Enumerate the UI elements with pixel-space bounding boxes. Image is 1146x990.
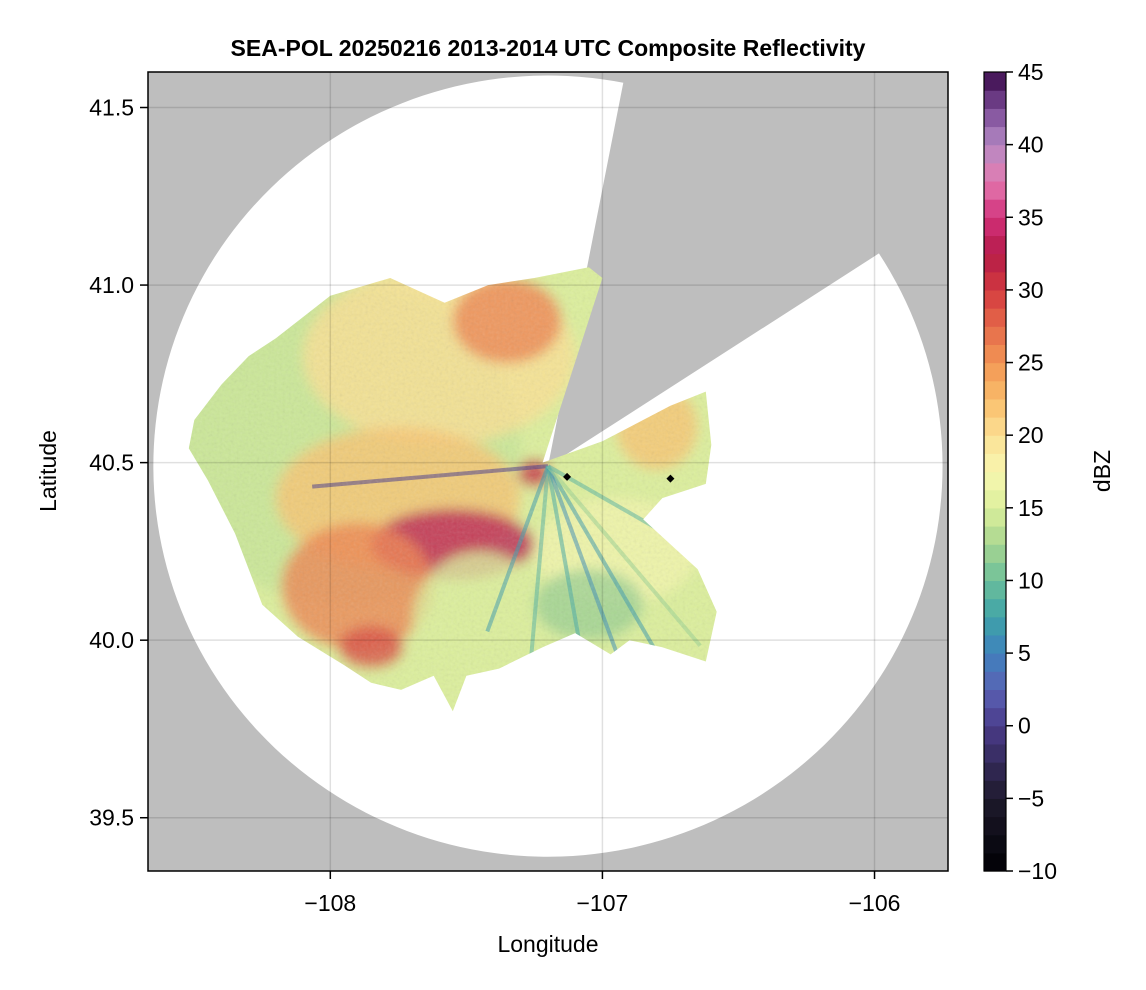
colorbar-step xyxy=(984,362,1006,382)
y-tick-label: 40.5 xyxy=(89,450,134,476)
site-marker xyxy=(563,472,572,481)
y-tick-label: 41.0 xyxy=(89,272,134,298)
plot-frame xyxy=(147,71,949,872)
colorbar-step xyxy=(984,507,1006,527)
y-tick-label: 39.5 xyxy=(89,805,134,831)
colorbar-step xyxy=(984,471,1006,491)
colorbar-step xyxy=(984,689,1006,709)
colorbar-step xyxy=(984,199,1006,218)
y-axis-ticks: 39.5 40.0 40.5 41.0 41.5 xyxy=(89,95,148,831)
colorbar-step xyxy=(984,834,1006,854)
colorbar-step xyxy=(984,344,1006,364)
colorbar-step xyxy=(984,634,1006,654)
colorbar-step xyxy=(984,435,1006,454)
colorbar-step xyxy=(984,271,1006,291)
colorbar-tick-label: 40 xyxy=(1018,132,1044,158)
x-axis-label: Longitude xyxy=(497,931,598,957)
colorbar-tick-label: 30 xyxy=(1018,277,1044,303)
colorbar-step xyxy=(984,180,1006,200)
site-markers xyxy=(563,472,675,483)
colorbar-tick-label: 15 xyxy=(1018,495,1044,521)
colorbar-step xyxy=(984,380,1006,400)
colorbar-step xyxy=(984,489,1006,509)
x-tick-label: −107 xyxy=(577,890,629,916)
colorbar-step xyxy=(984,108,1006,128)
colorbar-step xyxy=(984,852,1006,872)
colorbar-tick-label: 10 xyxy=(1018,567,1044,593)
colorbar-tick-label: −10 xyxy=(1018,858,1057,884)
colorbar-step xyxy=(984,217,1006,237)
colorbar-step xyxy=(984,525,1006,545)
colorbar-step xyxy=(984,544,1006,563)
colorbar-step xyxy=(984,762,1006,781)
colorbar-step xyxy=(984,417,1006,436)
colorbar-tick-label: 35 xyxy=(1018,204,1044,230)
colorbar-step xyxy=(984,90,1006,109)
x-tick-label: −108 xyxy=(304,890,356,916)
colorbar-label: dBZ xyxy=(1089,450,1115,492)
colorbar-tick-label: 20 xyxy=(1018,422,1044,448)
colorbar-step xyxy=(984,162,1006,182)
colorbar-tick-label: 5 xyxy=(1018,640,1031,666)
x-axis-ticks: −108 −107 −106 xyxy=(304,871,900,916)
colorbar-tick-label: −5 xyxy=(1018,785,1044,811)
colorbar-step xyxy=(984,598,1006,618)
colorbar-step xyxy=(984,798,1006,818)
colorbar-step xyxy=(984,398,1006,418)
y-tick-label: 40.0 xyxy=(89,627,134,653)
colorbar-step xyxy=(984,326,1006,345)
grid-lines xyxy=(148,72,948,871)
colorbar-tick-label: 25 xyxy=(1018,350,1044,376)
colorbar-step xyxy=(984,816,1006,836)
colorbar: −10 −5 0 5 10 15 20 25 30 35 40 45 xyxy=(983,59,1057,884)
colorbar-step xyxy=(984,743,1006,763)
y-tick-label: 41.5 xyxy=(89,95,134,121)
plot-area xyxy=(148,72,948,871)
y-axis-label: Latitude xyxy=(35,430,61,512)
colorbar-step xyxy=(984,780,1006,799)
colorbar-step xyxy=(984,707,1006,727)
colorbar-step xyxy=(984,72,1006,91)
x-tick-label: −106 xyxy=(849,890,901,916)
colorbar-step xyxy=(984,580,1006,600)
colorbar-step xyxy=(984,725,1006,745)
colorbar-frame xyxy=(983,71,1007,872)
chart-title: SEA-POL 20250216 2013-2014 UTC Composite… xyxy=(231,35,866,61)
colorbar-tick-label: 45 xyxy=(1018,59,1044,85)
colorbar-step xyxy=(984,289,1006,309)
colorbar-step xyxy=(984,562,1006,582)
colorbar-step xyxy=(984,126,1006,146)
colorbar-step xyxy=(984,253,1006,273)
colorbar-step xyxy=(984,671,1006,691)
colorbar-step xyxy=(984,235,1006,255)
colorbar-step xyxy=(984,616,1006,636)
colorbar-tick-label: 0 xyxy=(1018,713,1031,739)
colorbar-step xyxy=(984,144,1006,164)
colorbar-step xyxy=(984,308,1006,327)
site-marker xyxy=(666,474,675,483)
colorbar-step xyxy=(984,653,1006,672)
colorbar-step xyxy=(984,453,1006,473)
